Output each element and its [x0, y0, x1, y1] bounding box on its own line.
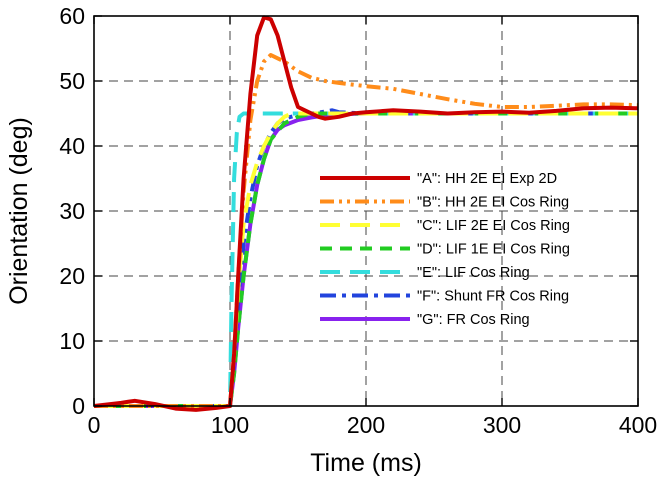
x-tick-label: 0: [88, 412, 101, 438]
grid: [94, 16, 638, 406]
x-tick-label: 200: [347, 412, 385, 438]
y-tick-label: 40: [59, 133, 85, 159]
x-tick-label: 300: [483, 412, 521, 438]
series-line: [93, 15, 639, 412]
y-tick-label: 60: [59, 3, 85, 29]
y-tick-label: 50: [59, 68, 85, 94]
x-tick-label: 400: [619, 412, 657, 438]
x-axis-title: Time (ms): [310, 449, 422, 477]
y-tick-label: 30: [59, 198, 85, 224]
legend-label: "D": LIF 1E EI Cos Ring: [417, 242, 570, 258]
legend: "A": HH 2E EI Exp 2D "B": HH 2E EI Cos Ri…: [320, 171, 570, 328]
series-lines: [93, 15, 639, 412]
legend-label: "F": Shunt FR Cos Ring: [417, 289, 569, 305]
y-axis-title: Orientation (deg): [5, 117, 33, 305]
y-tick-label: 20: [59, 263, 85, 289]
y-tick-label: 0: [72, 393, 85, 419]
legend-label: "A": HH 2E EI Exp 2D: [417, 171, 557, 187]
x-tick-label: 100: [211, 412, 249, 438]
y-tick-label: 10: [59, 328, 85, 354]
ticks: 0 100 200 300 400 0 10 20 30 40 50 60: [59, 3, 657, 438]
legend-label: "G": FR Cos Ring: [417, 312, 530, 328]
legend-label: "C": LIF 2E EI Cos Ring: [417, 218, 570, 234]
legend-label: "B": HH 2E EI Cos Ring: [417, 195, 569, 211]
legend-label: "E": LIF Cos Ring: [417, 265, 530, 281]
